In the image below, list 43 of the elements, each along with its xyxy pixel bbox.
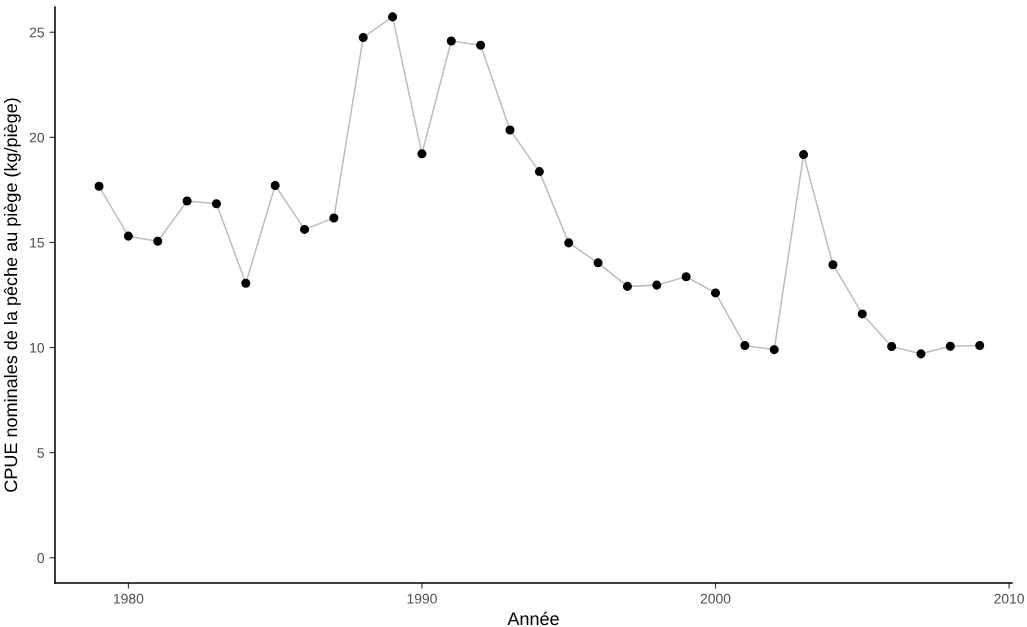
y-axis-title: CPUE nominales de la pêche au piège (kg/piège) [3,98,21,492]
point [652,280,662,290]
y-tick-label: 15 [30,237,44,248]
point [153,236,163,246]
x-tick-label: 2000 [700,593,731,604]
point [241,278,251,288]
point [329,213,339,223]
point [593,258,603,268]
point [681,272,691,282]
y-tick-label: 0 [37,553,45,563]
y-tick-label: 20 [29,132,45,143]
y-tick-label: 5 [37,448,44,458]
point [211,199,221,209]
point [300,224,310,234]
point [417,149,427,159]
point [622,281,632,291]
point [446,36,456,46]
point [769,345,779,355]
point [887,341,897,352]
point [123,231,133,241]
point [857,309,867,319]
point [534,167,544,177]
y-tick-label: 10 [30,342,45,353]
point [358,32,368,42]
point [476,40,486,50]
point [916,349,926,359]
x-tick-label: 1990 [407,593,437,604]
point [975,340,985,350]
point [182,196,192,206]
x-axis-title: Année [507,611,559,626]
point [388,12,398,22]
point [94,181,104,191]
point [945,341,955,351]
point [270,180,280,190]
y-tick-label: 25 [29,27,44,38]
point [740,340,750,350]
point [710,288,721,298]
point [564,238,574,248]
x-tick-label: 2010 [994,593,1024,604]
point [799,150,809,160]
point [828,260,838,270]
x-tick-label: 1980 [114,593,144,604]
point [505,125,515,135]
